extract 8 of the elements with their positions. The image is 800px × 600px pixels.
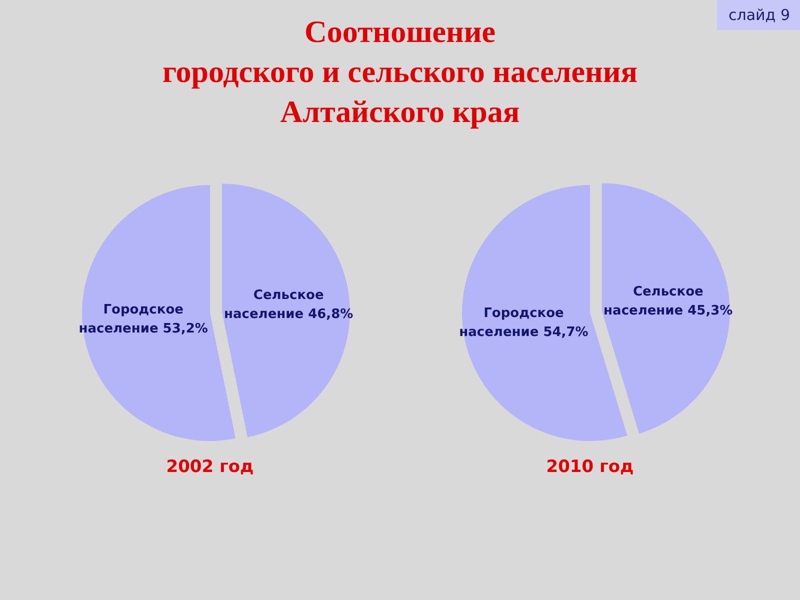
slice-label: Городское население 54,7%	[459, 306, 588, 340]
text: 2010 год	[545, 456, 635, 478]
text: слайд 9	[716, 0, 800, 30]
chart-title: Соотношение городского и сельского населения Алтайского края	[161, 13, 639, 131]
slice-label: Городское население 53,2%	[78, 302, 208, 337]
slice-label: Сельское население 46,8%	[224, 288, 354, 322]
text: 2002 год	[165, 456, 255, 478]
slice-label: Сельское население 45,3%	[604, 284, 733, 318]
